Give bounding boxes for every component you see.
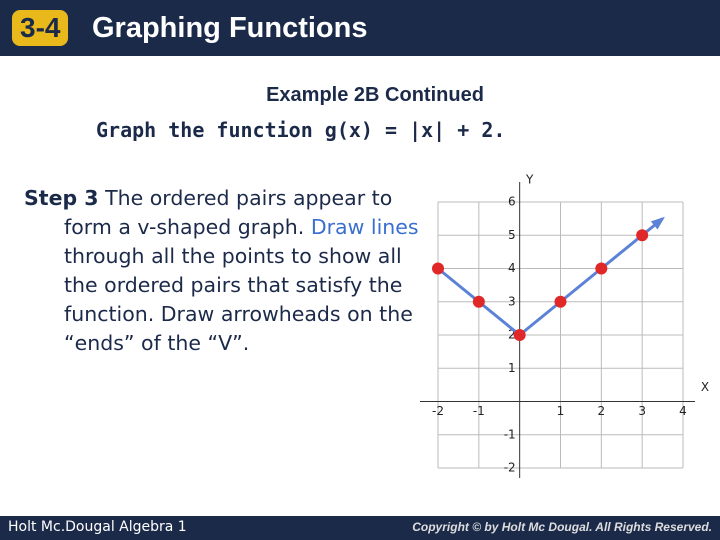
y-tick-label: -2 (504, 461, 516, 475)
point (554, 295, 567, 308)
footer-right: Copyright © by Holt Mc Dougal. All Right… (412, 520, 712, 534)
x-tick-label: 3 (638, 404, 646, 418)
x-tick-label: 1 (557, 404, 565, 418)
x-tick-label: 4 (679, 404, 687, 418)
text: through all the points to show all the o… (64, 244, 413, 355)
y-tick-label: -1 (504, 427, 516, 441)
prompt: Graph the function g(x) = |x| + 2. (96, 118, 506, 142)
x-tick-label: -1 (473, 404, 485, 418)
point (432, 262, 444, 275)
lesson-title: Graphing Functions (92, 12, 368, 44)
point (636, 229, 649, 242)
header-bar: 3-4 Graphing Functions (0, 0, 720, 56)
footer-left: Holt Mc.Dougal Algebra 1 (8, 519, 187, 535)
text: The ordered pairs appear to form a v-sha… (64, 186, 393, 239)
y-tick-label: 1 (508, 361, 516, 375)
body-text: Step 3 The ordered pairs appear to form … (24, 184, 434, 358)
y-tick-label: 3 (508, 294, 516, 308)
x-axis-label: X (701, 380, 709, 394)
footer-bar: Holt Mc.Dougal Algebra 1 Copyright © by … (0, 516, 720, 540)
y-tick-label: 5 (508, 228, 516, 242)
point (595, 262, 608, 275)
y-tick-label: 6 (508, 195, 516, 209)
point (513, 329, 526, 341)
lesson-number: 3-4 (12, 10, 69, 46)
x-tick-label: 2 (598, 404, 606, 418)
line (437, 234, 644, 337)
y-tick-label: 2 (508, 328, 516, 342)
x-tick-label: -2 (432, 404, 444, 418)
point (472, 295, 485, 308)
y-axis-label: Y (525, 173, 534, 187)
y-tick-label: 4 (508, 261, 516, 275)
highlight: Draw lines (310, 215, 419, 239)
arrowhead (650, 216, 665, 230)
subtitle: Example 2B Continued (266, 84, 484, 106)
step-label: Step 3 (24, 186, 99, 210)
